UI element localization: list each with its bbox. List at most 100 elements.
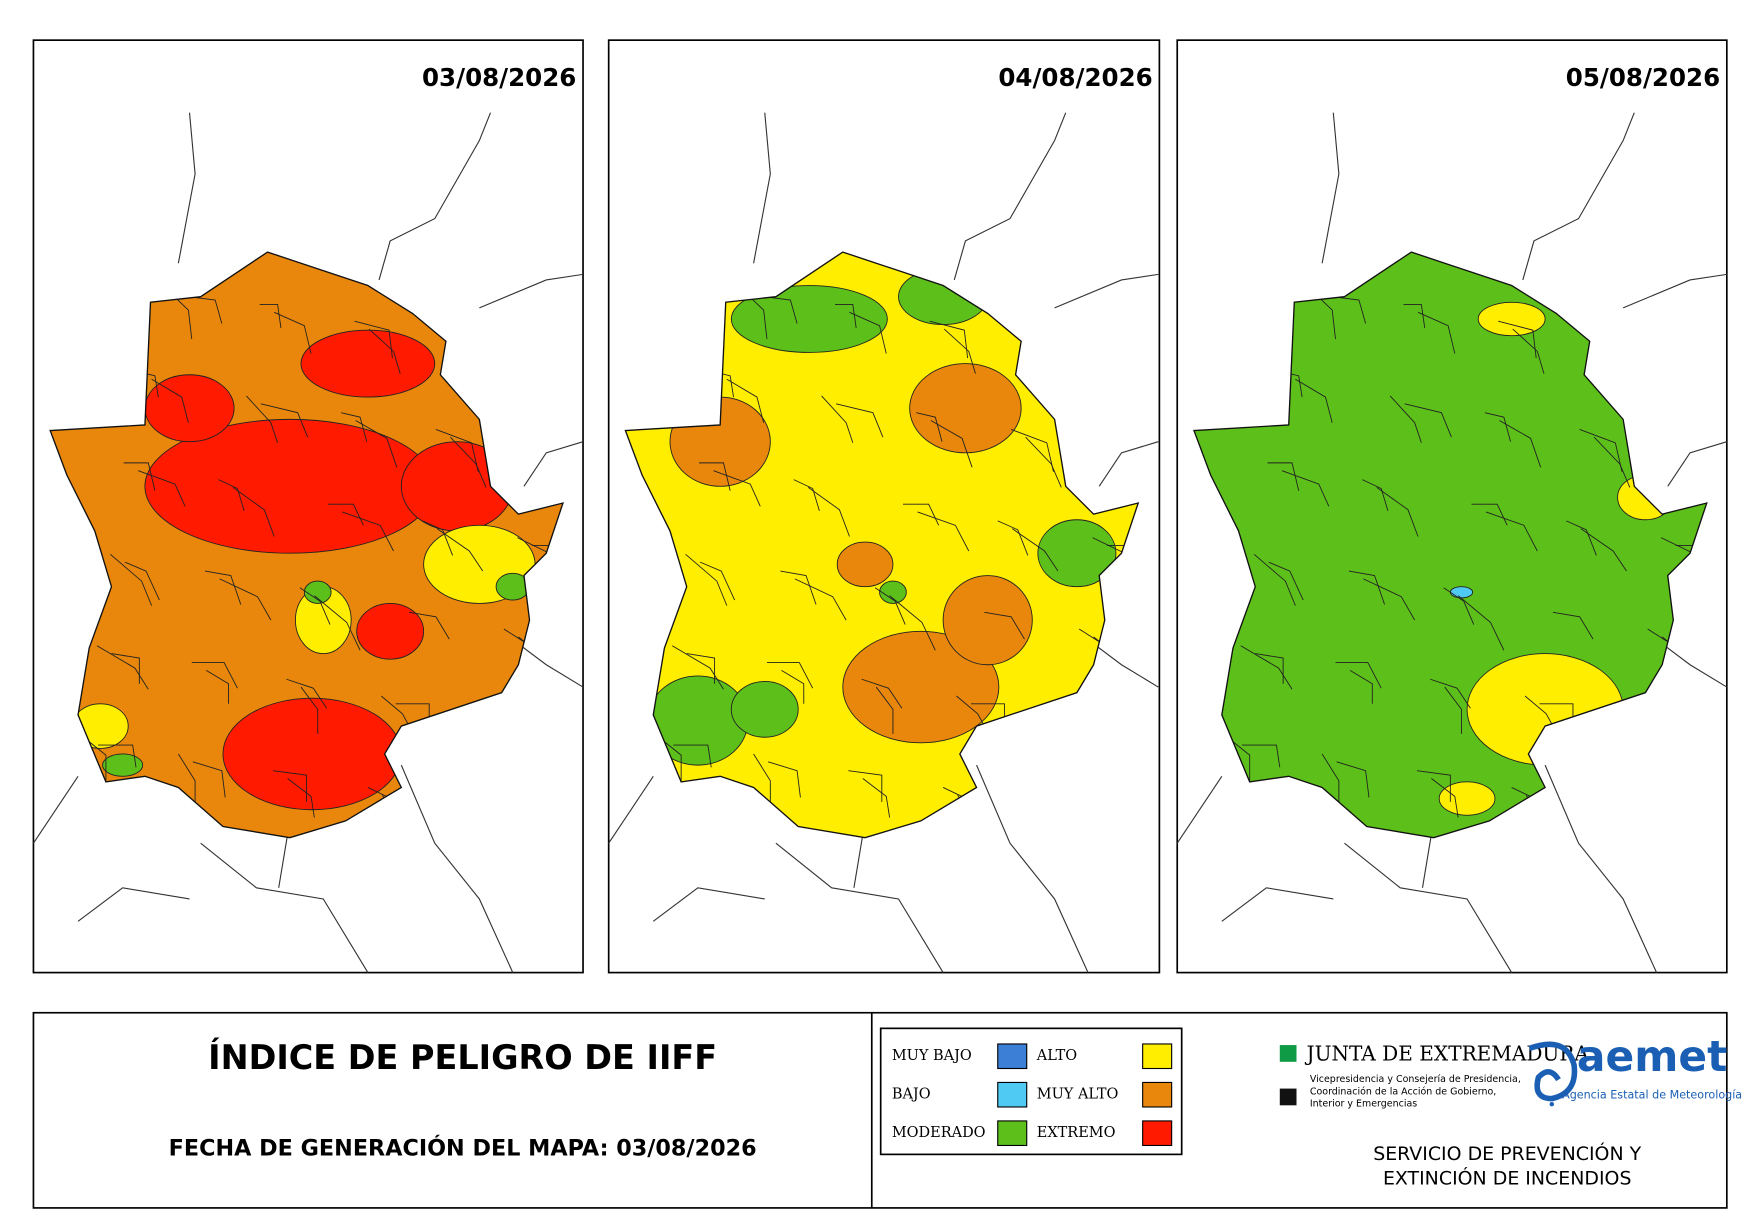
municipality-line: [874, 587, 906, 625]
municipality-line: [191, 662, 238, 689]
danger-zone: [222, 697, 402, 811]
municipality-line: [1430, 678, 1471, 709]
municipality-line: [686, 653, 716, 684]
municipality-line: [219, 578, 272, 621]
municipality-line: [793, 479, 820, 511]
map-date: 05/08/2026: [1566, 63, 1720, 92]
legend-label: MUY BAJO: [892, 1048, 972, 1064]
junta-sub: Coordinación de la Acción de Gobierno,: [1310, 1086, 1496, 1097]
municipality-line: [917, 511, 970, 552]
legend-label: MUY ALTO: [1037, 1087, 1119, 1103]
legend-swatch: [997, 1043, 1028, 1070]
generation-date: FECHA DE GENERACIÓN DEL MAPA: 03/08/2026: [169, 1133, 757, 1161]
municipality-line: [889, 595, 936, 651]
municipality-line: [177, 753, 196, 804]
municipality-line: [726, 378, 765, 423]
legend-swatch: [1142, 1081, 1173, 1108]
municipality-line: [1444, 686, 1462, 734]
municipality-line: [422, 520, 454, 556]
municipality-line: [151, 378, 189, 423]
municipality-line: [807, 487, 850, 537]
municipality-line: [259, 304, 282, 328]
municipality-line: [834, 304, 857, 328]
municipality-line: [1295, 378, 1333, 423]
municipality-line: [1403, 304, 1426, 328]
danger-zone: [144, 374, 235, 443]
legend-label: MODERADO: [892, 1125, 986, 1141]
municipality-line: [1579, 428, 1623, 472]
legend-swatch: [1142, 1120, 1173, 1147]
country-border: [32, 775, 79, 844]
municipality-line: [1241, 744, 1281, 768]
municipality-line: [780, 570, 817, 605]
municipality-line: [835, 403, 884, 438]
map-panels: 03/08/2026 04/08/2026 05/08/2026: [32, 39, 1728, 974]
country-border: [652, 887, 765, 922]
municipality-line: [299, 587, 331, 625]
municipality-line: [409, 611, 450, 640]
legend: MUY BAJO BAJO MODERADO ALTO MUY ALTO EXTREMO: [892, 1043, 1173, 1147]
municipality-line: [98, 744, 137, 768]
country-border: [378, 112, 492, 281]
municipality-line: [699, 561, 736, 601]
municipality-line: [698, 462, 731, 491]
legend-swatch: [997, 1081, 1028, 1108]
municipality-line: [286, 678, 328, 709]
aemet-name: aemet: [1577, 1032, 1727, 1081]
junta-logo-black: [1279, 1088, 1297, 1106]
municipality-line: [1348, 570, 1385, 605]
municipality-line: [205, 570, 242, 605]
country-border: [200, 842, 369, 973]
map-panel: 05/08/2026: [1176, 39, 1728, 974]
municipality-line: [1349, 669, 1373, 704]
municipality-line: [1376, 487, 1419, 537]
legend-box: [879, 1027, 1183, 1156]
municipality-line: [436, 528, 484, 572]
municipality-line: [1025, 436, 1062, 488]
municipality-line: [1417, 311, 1456, 354]
municipality-line: [875, 686, 894, 734]
municipality-line: [192, 761, 226, 798]
municipality-line: [110, 553, 153, 606]
municipality-line: [260, 403, 309, 438]
municipality-line: [1010, 428, 1054, 472]
municipality-line: [1267, 462, 1300, 491]
country-border: [1544, 764, 1658, 973]
municipality-line: [685, 553, 728, 606]
municipality-line: [1404, 403, 1452, 438]
legend-label: BAJO: [892, 1087, 931, 1103]
aemet-sub: Agencia Estatal de Meteorología: [1562, 1088, 1742, 1101]
municipality-line: [300, 686, 319, 734]
legend-swatch: [1142, 1043, 1173, 1070]
municipality-line: [123, 462, 156, 491]
municipality-line: [1484, 412, 1511, 442]
municipality-line: [111, 653, 140, 684]
danger-zone: [730, 681, 799, 738]
danger-zone: [836, 541, 894, 588]
junta-sub: Interior y Emergencias: [1310, 1099, 1417, 1110]
municipality-line: [1580, 528, 1627, 572]
municipality-line: [218, 479, 245, 511]
map-panel: 03/08/2026: [32, 39, 584, 974]
municipality-line: [1011, 528, 1059, 572]
country-border: [1221, 887, 1334, 922]
danger-zone: [1477, 301, 1546, 337]
region-outline: [1193, 251, 1708, 839]
municipality-line: [232, 487, 275, 537]
municipality-line: [1389, 395, 1422, 443]
danger-zone: [300, 329, 436, 398]
municipality-line: [1443, 587, 1475, 625]
country-border: [1522, 112, 1635, 281]
country-border: [1667, 441, 1727, 487]
junta-sub: Vicepresidencia y Consejería de Presiden…: [1310, 1074, 1521, 1085]
legend-label: ALTO: [1036, 1048, 1078, 1064]
region-outline: [624, 251, 1140, 839]
municipality-line: [314, 595, 361, 651]
country-border: [1054, 273, 1159, 309]
legend-swatch: [997, 1120, 1028, 1147]
aemet-emblem: [1528, 1041, 1578, 1107]
country-border: [976, 764, 1089, 973]
country-border: [523, 441, 584, 487]
municipality-line: [997, 520, 1029, 556]
